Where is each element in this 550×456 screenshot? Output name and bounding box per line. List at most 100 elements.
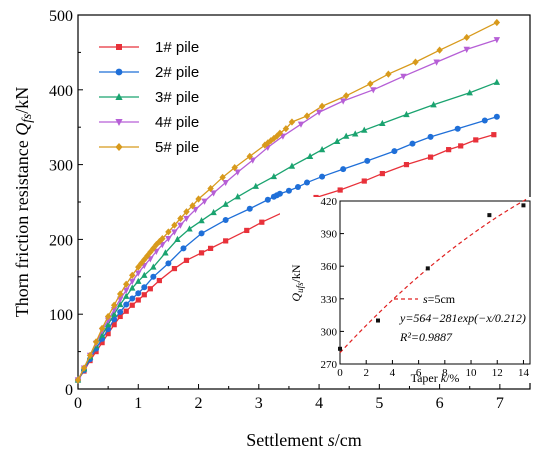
data-point — [409, 140, 416, 147]
data-point — [385, 70, 392, 78]
data-point — [117, 308, 124, 315]
legend-marker — [115, 143, 123, 151]
x-tick-label: 2 — [195, 395, 203, 412]
data-point — [481, 117, 488, 124]
data-point — [141, 284, 148, 291]
data-point — [493, 78, 501, 85]
legend-marker — [116, 44, 122, 50]
data-point — [195, 195, 202, 203]
data-point — [337, 187, 343, 193]
inset-legend-label: s=5cm — [423, 292, 456, 306]
data-point — [252, 182, 259, 189]
legend-label: 5# pile — [155, 139, 199, 156]
data-point — [144, 252, 151, 260]
x-tick-label: 6 — [436, 395, 444, 412]
series-line — [77, 81, 498, 381]
data-point — [171, 229, 178, 236]
data-point — [135, 297, 141, 303]
data-point — [352, 130, 359, 137]
main-series — [74, 18, 501, 384]
data-point — [192, 206, 199, 214]
data-point — [219, 173, 226, 181]
data-point — [174, 235, 181, 242]
data-point — [129, 295, 136, 302]
main-x-axis-label: Settlement s/cm — [246, 430, 362, 450]
x-tick-label: 4 — [315, 395, 323, 412]
legend-entry: 2# pile — [99, 64, 199, 81]
inset-x-tick-label: 14 — [518, 367, 530, 379]
data-point — [198, 230, 205, 237]
data-point — [123, 292, 130, 299]
data-point — [304, 179, 311, 186]
data-point — [110, 310, 118, 317]
legend-entry: 4# pile — [99, 114, 199, 131]
inset-content: s=5cm y=564−281exp(−x/0.212) R²=0.9887 — [338, 198, 528, 354]
data-point — [186, 225, 193, 232]
data-point — [306, 152, 314, 159]
data-point — [189, 202, 196, 210]
data-point — [116, 290, 124, 298]
data-point — [403, 110, 410, 118]
data-point — [123, 301, 130, 308]
data-point — [361, 178, 367, 184]
data-point — [105, 331, 111, 337]
data-point — [110, 301, 118, 309]
data-point — [183, 215, 190, 223]
data-point — [165, 236, 172, 243]
inset-x-tick-label: 12 — [492, 367, 503, 379]
data-point — [86, 351, 94, 359]
data-point — [104, 321, 112, 328]
data-point — [129, 302, 135, 308]
x-tick-label: 1 — [134, 395, 142, 412]
data-point — [361, 126, 368, 133]
data-point — [135, 277, 142, 284]
data-point — [463, 46, 470, 54]
inset-y-tick-label: 390 — [321, 229, 338, 241]
data-point — [231, 163, 238, 172]
inset-data-point — [338, 346, 342, 351]
series-3 — [74, 78, 501, 383]
data-point — [234, 193, 241, 200]
data-point — [207, 245, 214, 251]
data-point — [177, 222, 184, 229]
data-point — [177, 214, 184, 223]
inset-y-tick-label: 330 — [321, 294, 338, 306]
data-point — [458, 143, 464, 149]
legend-marker — [115, 93, 123, 100]
data-point — [162, 249, 169, 256]
data-point — [135, 290, 142, 297]
data-point — [297, 121, 305, 128]
data-point — [318, 146, 326, 153]
inset-y-tick-label: 270 — [321, 359, 338, 371]
data-point — [150, 263, 157, 270]
data-point — [427, 154, 434, 160]
data-point — [412, 58, 419, 66]
inset-x-tick-label: 10 — [466, 367, 478, 379]
data-point — [92, 338, 100, 346]
data-point — [171, 265, 178, 272]
data-point — [282, 125, 290, 133]
data-point — [319, 173, 326, 180]
data-point — [370, 87, 377, 94]
data-point — [98, 331, 106, 338]
data-point — [379, 119, 386, 127]
y-tick-label: 100 — [49, 307, 73, 324]
inset-x-tick-label: 4 — [390, 367, 396, 379]
data-point — [493, 113, 500, 120]
data-point — [165, 228, 172, 236]
data-point — [288, 162, 296, 169]
y-tick-label: 200 — [49, 232, 73, 249]
data-point — [123, 287, 130, 294]
data-point — [315, 109, 323, 116]
data-point — [264, 196, 271, 203]
data-point — [342, 92, 350, 100]
legend-label: 3# pile — [155, 89, 199, 106]
x-tick-label: 7 — [496, 395, 504, 412]
data-point — [463, 33, 470, 42]
series-5 — [74, 18, 501, 384]
data-point — [135, 270, 142, 277]
data-point — [147, 286, 153, 292]
data-point — [223, 238, 229, 244]
